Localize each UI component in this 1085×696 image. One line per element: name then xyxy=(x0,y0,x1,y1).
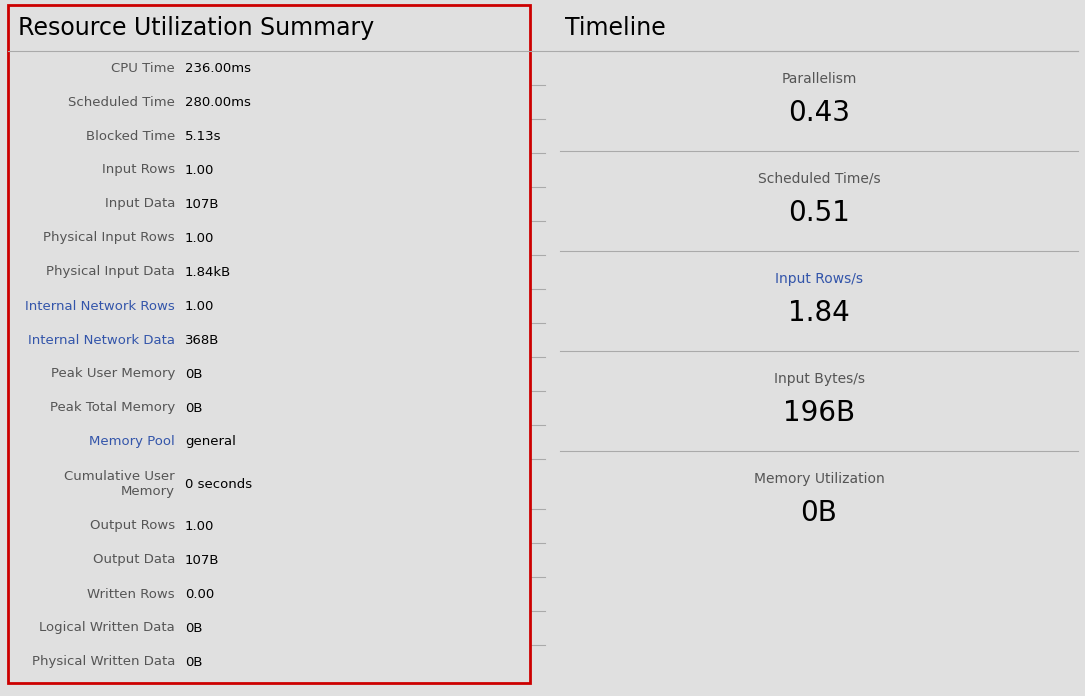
Text: Scheduled Time/s: Scheduled Time/s xyxy=(757,172,880,186)
Text: 368B: 368B xyxy=(186,333,219,347)
Text: Physical Written Data: Physical Written Data xyxy=(31,656,175,668)
Text: Peak User Memory: Peak User Memory xyxy=(51,367,175,381)
Text: Cumulative User
Memory: Cumulative User Memory xyxy=(64,470,175,498)
Text: 1.84: 1.84 xyxy=(788,299,850,327)
Text: 1.00: 1.00 xyxy=(186,232,215,244)
Text: Physical Input Rows: Physical Input Rows xyxy=(43,232,175,244)
Text: Output Rows: Output Rows xyxy=(90,519,175,532)
Text: Internal Network Data: Internal Network Data xyxy=(28,333,175,347)
Text: Input Rows/s: Input Rows/s xyxy=(775,272,863,286)
Text: Memory Utilization: Memory Utilization xyxy=(754,472,884,486)
Text: 0B: 0B xyxy=(801,499,838,527)
Text: Logical Written Data: Logical Written Data xyxy=(39,622,175,635)
Text: 0 seconds: 0 seconds xyxy=(186,477,252,491)
Text: CPU Time: CPU Time xyxy=(112,61,175,74)
Bar xyxy=(8,5,529,683)
Text: Output Data: Output Data xyxy=(92,553,175,567)
Text: Input Bytes/s: Input Bytes/s xyxy=(774,372,865,386)
Text: Input Rows: Input Rows xyxy=(102,164,175,177)
Text: 1.00: 1.00 xyxy=(186,519,215,532)
Text: 5.13s: 5.13s xyxy=(186,129,221,143)
Text: 0B: 0B xyxy=(186,622,203,635)
Text: 196B: 196B xyxy=(783,399,855,427)
Text: Input Data: Input Data xyxy=(104,198,175,210)
Text: 0.51: 0.51 xyxy=(788,199,850,227)
Text: 236.00ms: 236.00ms xyxy=(186,61,251,74)
Text: 107B: 107B xyxy=(186,553,219,567)
Text: Physical Input Data: Physical Input Data xyxy=(47,265,175,278)
Text: 107B: 107B xyxy=(186,198,219,210)
Text: Resource Utilization Summary: Resource Utilization Summary xyxy=(18,16,374,40)
Text: 1.00: 1.00 xyxy=(186,299,215,313)
Text: 0.43: 0.43 xyxy=(788,99,850,127)
Text: 1.84kB: 1.84kB xyxy=(186,265,231,278)
Text: 0B: 0B xyxy=(186,367,203,381)
Text: Scheduled Time: Scheduled Time xyxy=(68,95,175,109)
Text: Parallelism: Parallelism xyxy=(781,72,857,86)
Text: 0.00: 0.00 xyxy=(186,587,214,601)
Text: Peak Total Memory: Peak Total Memory xyxy=(50,402,175,415)
Text: 280.00ms: 280.00ms xyxy=(186,95,251,109)
Text: Timeline: Timeline xyxy=(565,16,666,40)
Text: 0B: 0B xyxy=(186,656,203,668)
Text: Written Rows: Written Rows xyxy=(88,587,175,601)
Text: 0B: 0B xyxy=(186,402,203,415)
Text: Internal Network Rows: Internal Network Rows xyxy=(25,299,175,313)
Text: 1.00: 1.00 xyxy=(186,164,215,177)
Text: Blocked Time: Blocked Time xyxy=(86,129,175,143)
Text: Memory Pool: Memory Pool xyxy=(89,436,175,448)
Text: general: general xyxy=(186,436,235,448)
